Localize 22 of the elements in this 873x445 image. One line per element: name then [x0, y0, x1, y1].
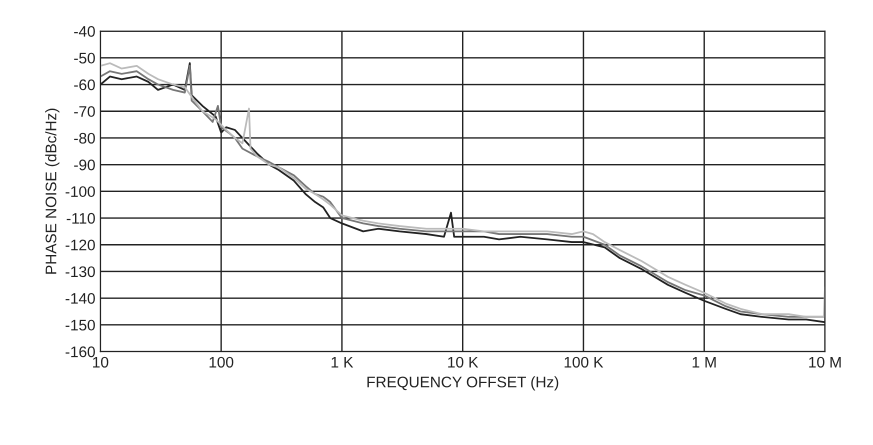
y-tick-label: -110: [66, 212, 95, 224]
y-tick-label: -50: [74, 52, 95, 64]
y-tick-label: -140: [66, 293, 95, 304]
x-tick-label: 1 M: [692, 356, 716, 368]
x-tick-label: 10: [93, 356, 108, 368]
y-tick-label: -160: [66, 346, 95, 358]
y-tick-label: -40: [74, 26, 95, 37]
y-tick-label: -150: [66, 320, 95, 331]
y-tick-label: -100: [66, 186, 95, 198]
x-tick-label: 100 K: [564, 356, 604, 368]
x-tick-label: 1 K: [332, 356, 354, 368]
y-axis-title: PHASE NOISE (dBc/Hz): [45, 108, 60, 274]
y-tick-label: -90: [74, 160, 95, 170]
y-tick-label: -60: [74, 79, 95, 90]
y-tick-label: -120: [66, 240, 95, 250]
y-tick-label: -80: [74, 132, 95, 144]
x-tick-label: 100: [210, 356, 234, 368]
x-tick-label: 10 K: [448, 356, 478, 368]
y-tick-label: -70: [74, 106, 95, 117]
x-axis-title: FREQUENCY OFFSET (Hz): [367, 376, 558, 390]
x-tick-label: 10 M: [809, 356, 841, 368]
y-tick-label: -130: [66, 266, 95, 278]
